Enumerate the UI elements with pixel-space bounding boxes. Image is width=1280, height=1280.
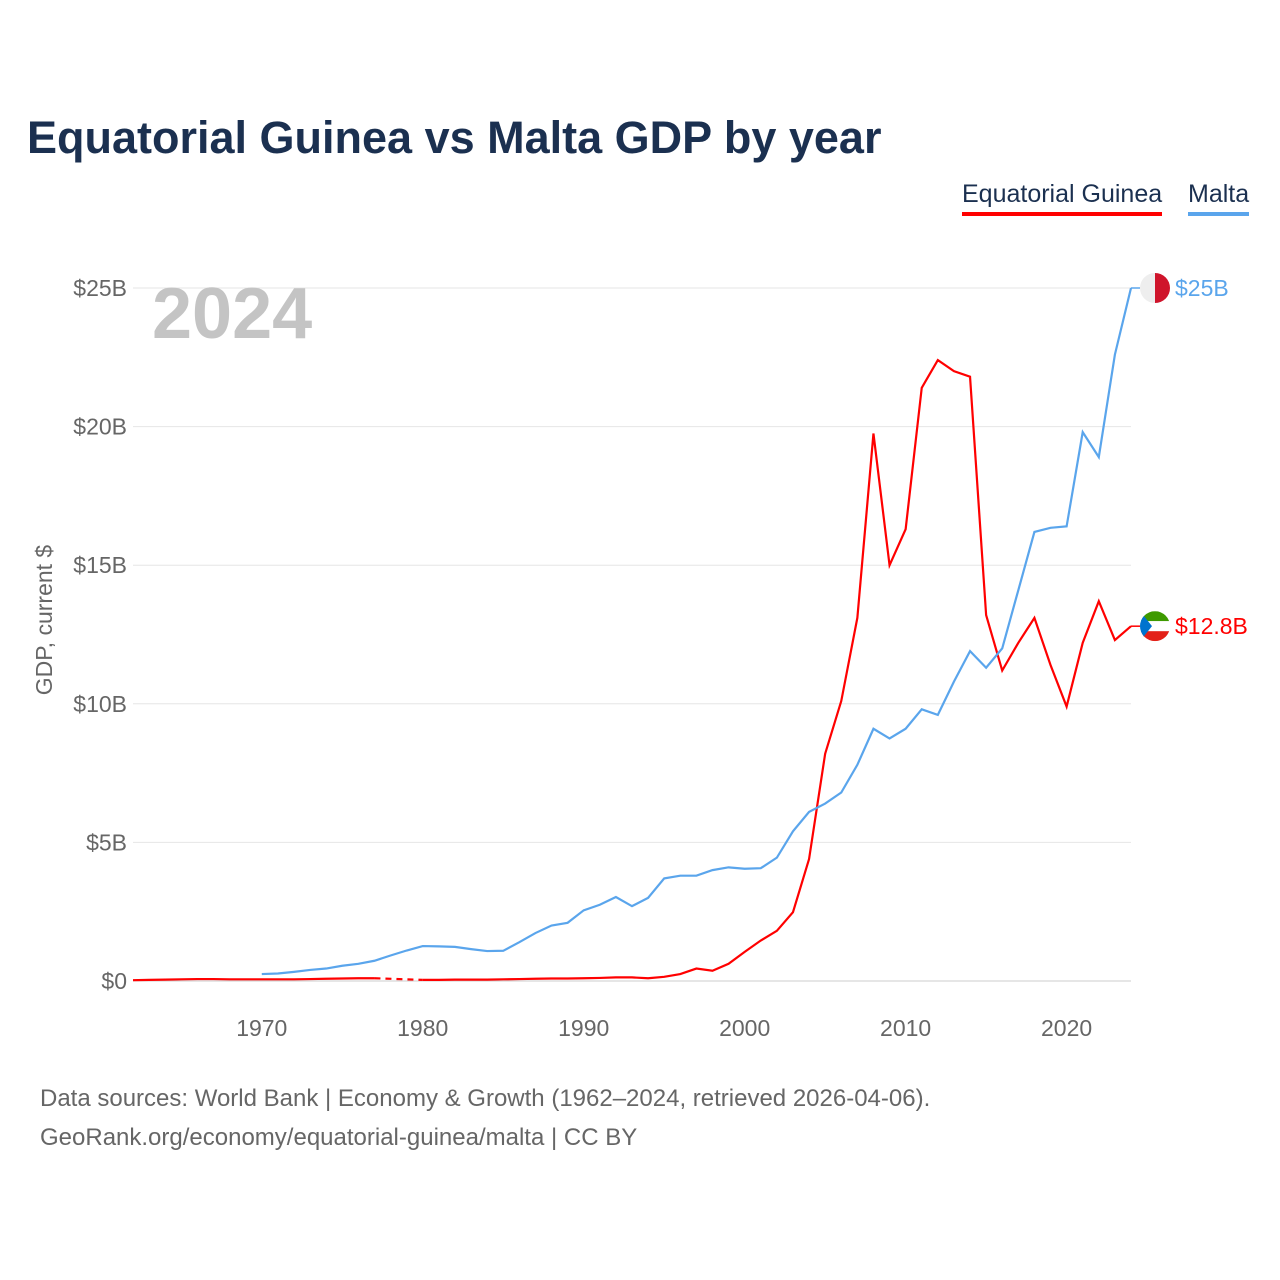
footer-sources: Data sources: World Bank | Economy & Gro… (40, 1085, 931, 1112)
y-tick-label: $25B (73, 275, 127, 301)
y-tick-label: $10B (73, 691, 127, 717)
x-tick-label: 2020 (1041, 1015, 1092, 1041)
y-tick-label: $15B (73, 552, 127, 578)
x-tick-label: 1990 (558, 1015, 609, 1041)
series-gap-dashed (374, 977, 423, 981)
legend-equatorial-guinea[interactable]: Equatorial Guinea (962, 180, 1163, 216)
malta-flag-icon (1140, 273, 1170, 303)
series-line-equatorial-guinea (132, 977, 375, 982)
x-tick-label: 2000 (719, 1015, 770, 1041)
y-tick-label: $5B (86, 829, 127, 855)
y-tick-label: $20B (73, 414, 127, 440)
x-tick-label: 2010 (880, 1015, 931, 1041)
series-line-malta (261, 287, 1133, 976)
chart-title: Equatorial Guinea vs Malta GDP by year (27, 112, 882, 163)
legend-malta[interactable]: Malta (1188, 180, 1250, 216)
x-tick-label: 1980 (397, 1015, 448, 1041)
end-value-label: $25B (1175, 275, 1229, 301)
footer-link[interactable]: GeoRank.org/economy/equatorial-guinea/ma… (40, 1124, 638, 1151)
equatorial-guinea-flag-icon (1140, 611, 1170, 642)
y-tick-label: $0 (101, 968, 127, 994)
year-label: 2024 (152, 274, 312, 354)
x-tick-label: 1970 (236, 1015, 287, 1041)
series-line-equatorial-guinea (422, 358, 1132, 981)
y-axis-label: GDP, current $ (31, 545, 57, 696)
end-value-label: $12.8B (1175, 613, 1248, 639)
